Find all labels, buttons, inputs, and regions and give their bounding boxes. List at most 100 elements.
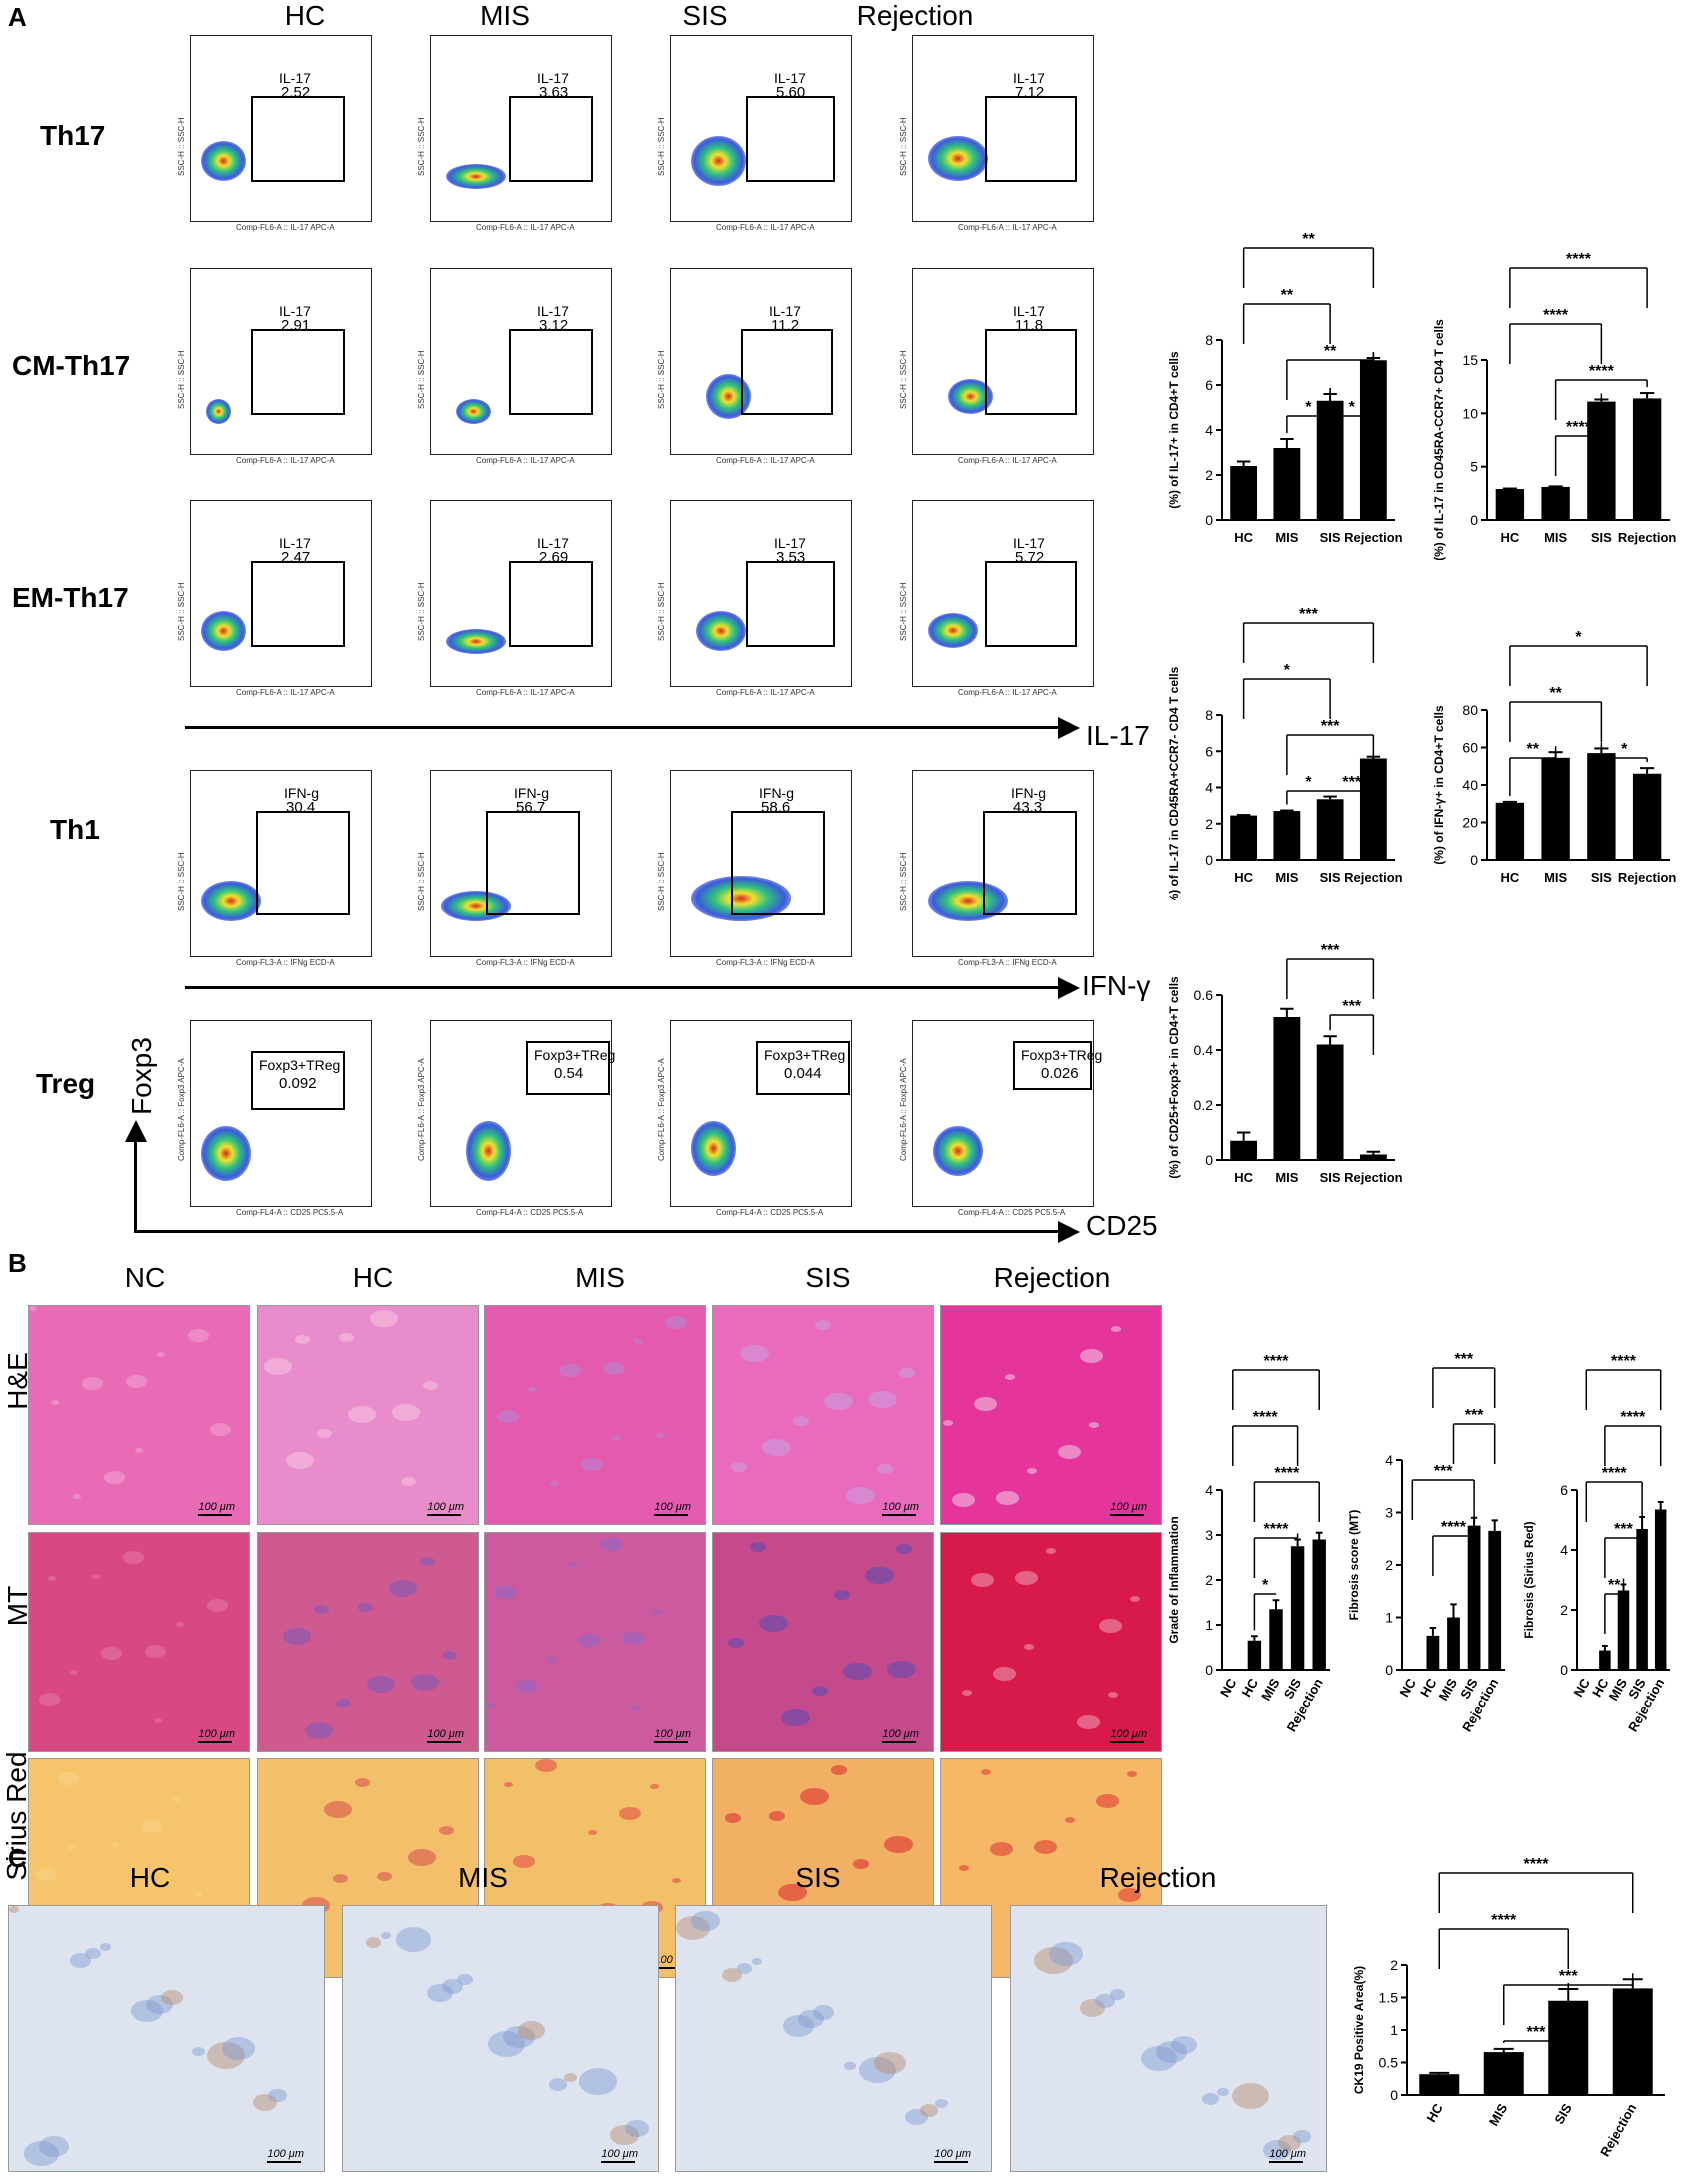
tissue-feature — [559, 1364, 581, 1378]
significance-stars: *** — [1321, 718, 1340, 735]
y-axis-title: SSC-H :: SSC-H — [657, 117, 666, 176]
histology-tile: 100 μm — [484, 1305, 706, 1525]
x-axis-title: Comp-FL3-A :: IFNg ECD-A — [958, 958, 1057, 967]
y-axis-title: SSC-H :: SSC-H — [657, 350, 666, 409]
y-axis-title: SSC-H :: SSC-H — [177, 582, 186, 641]
c-col-mis: MIS — [458, 1862, 508, 1893]
gate-label: IL-17 — [279, 535, 311, 551]
row-label-em-th17: EM-Th17 — [12, 582, 129, 613]
bar — [1419, 2074, 1460, 2095]
gate — [746, 96, 835, 182]
bar — [1316, 799, 1344, 860]
tissue-feature — [324, 1801, 352, 1818]
cell-cluster — [85, 1948, 101, 1960]
y-tick-label: 1.5 — [1379, 1990, 1399, 2006]
histo-col-rejection: Rejection — [993, 1262, 1111, 1293]
cell-cluster — [859, 2057, 896, 2083]
tissue-feature — [728, 1638, 744, 1648]
significance-stars: **** — [1274, 1465, 1300, 1482]
bar — [1316, 400, 1344, 520]
cell-cluster — [100, 1943, 111, 1951]
histology-tile: 100 μm — [257, 1532, 479, 1752]
tissue-feature — [769, 1811, 785, 1821]
x-tick-label: NC — [1217, 1675, 1240, 1699]
y-tick-label: 4 — [1385, 1452, 1393, 1468]
flow-plot: IFN-g 56.7 Comp-FL3-A :: IFNg ECD-A SSC-H :… — [417, 770, 612, 967]
tissue-feature — [1118, 1888, 1141, 1902]
significance-stars: **** — [1543, 307, 1569, 324]
y-tick-label: 80 — [1462, 702, 1478, 718]
tissue-feature — [48, 1576, 56, 1581]
cell-cluster — [752, 1958, 762, 1965]
tissue-feature — [1096, 1794, 1119, 1808]
x-tick-label: SIS — [1320, 1170, 1341, 1185]
tissue-feature — [896, 1544, 912, 1554]
flow-plot: IL-17 3.12 Comp-FL6-A :: IL-17 APC-A SSC-H … — [417, 268, 612, 465]
x-axis-title: Comp-FL6-A :: IL-17 APC-A — [236, 456, 335, 465]
x-tick-label: SIS — [1320, 530, 1341, 545]
tissue-feature — [82, 1377, 103, 1390]
tissue-feature — [157, 1352, 165, 1357]
tissue-feature — [367, 1676, 395, 1693]
tissue-feature — [603, 1362, 625, 1376]
flow-plot: IL-17 11.2 Comp-FL6-A :: IL-17 APC-A SSC-H … — [657, 268, 852, 465]
cell-cluster — [396, 1927, 431, 1952]
tissue-feature — [1034, 1840, 1057, 1854]
cell-cluster — [161, 1990, 183, 2006]
flow-plot: IL-17 7.12 Comp-FL6-A :: IL-17 APC-A SSC-H … — [899, 35, 1094, 232]
histo-col-sis: SIS — [805, 1262, 851, 1293]
cell-cluster — [1171, 2036, 1197, 2055]
significance-stars: * — [1349, 399, 1356, 416]
tissue-feature — [665, 1316, 687, 1330]
tissue-feature — [653, 1609, 662, 1615]
gate — [1013, 1041, 1092, 1090]
tissue-feature — [800, 1788, 829, 1806]
tissue-feature — [439, 1826, 454, 1835]
il17-axis-arrow — [185, 726, 1060, 729]
gate — [756, 1041, 850, 1095]
y-tick-label: 0 — [1385, 1662, 1393, 1678]
cell-cluster — [146, 1995, 173, 2014]
cell-cluster — [1080, 1999, 1105, 2017]
x-axis-title: Comp-FL4-A :: CD25 PC5.5-A — [958, 1208, 1066, 1217]
tissue-feature — [70, 1670, 78, 1675]
tissue-feature — [581, 1458, 603, 1472]
cell-cluster — [905, 2109, 928, 2126]
tissue-feature — [899, 1368, 915, 1378]
tissue-feature — [971, 1573, 994, 1587]
tissue-feature — [846, 1487, 875, 1505]
tissue-feature — [750, 1542, 766, 1552]
panel-letter-c: C — [8, 1843, 27, 1873]
cell-cluster — [579, 2068, 617, 2095]
x-tick-label: SIS — [1591, 870, 1612, 885]
flow-plot: IL-17 2.91 Comp-FL6-A :: IL-17 APC-A SSC-H … — [177, 268, 372, 465]
gate-value: 5.60 — [776, 84, 806, 101]
y-axis-title: Fibrosis score (MT) — [1347, 1510, 1361, 1621]
event-density-cloud — [928, 136, 988, 181]
gate-value: 2.47 — [281, 549, 311, 566]
tissue-feature — [740, 1345, 769, 1363]
y-tick-label: 1 — [1385, 1610, 1393, 1626]
tissue-feature — [389, 1580, 417, 1597]
cell-cluster — [1110, 1989, 1125, 2000]
flow-plot: Foxp3+TReg 0.54 Comp-FL4-A :: CD25 PC5.5-A… — [417, 1020, 615, 1217]
tissue-feature — [812, 1686, 828, 1696]
bar — [1273, 448, 1301, 520]
tissue-feature — [423, 1381, 438, 1390]
gate — [985, 561, 1077, 647]
tissue-feature — [123, 1551, 144, 1564]
y-tick-label: 0 — [1205, 1662, 1213, 1678]
tissue-feature — [1111, 1326, 1121, 1332]
cell-cluster — [207, 2042, 245, 2069]
cell-cluster — [192, 2047, 205, 2057]
scale-bar: 100 μm — [601, 2148, 638, 2163]
flow-plot: IL-17 3.63 Comp-FL6-A :: IL-17 APC-A SSC-H … — [417, 35, 612, 232]
tissue-feature — [67, 1845, 75, 1850]
tissue-feature — [634, 1339, 643, 1345]
scale-bar: 100 μm — [654, 1728, 691, 1743]
row-label-cm-th17: CM-Th17 — [12, 350, 131, 381]
x-axis-title: Comp-FL6-A :: IL-17 APC-A — [476, 688, 575, 697]
chart-treg-cd4: 0 0.2 0.4 0.6 (%) of CD25+Foxp3+ in CD4+T ce… — [1160, 915, 1405, 1200]
gate-label: IFN-g — [1011, 785, 1046, 801]
tissue-feature — [1089, 1422, 1099, 1428]
